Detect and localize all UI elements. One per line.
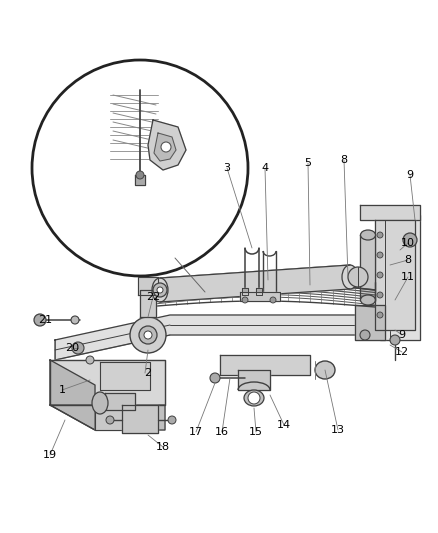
Ellipse shape [244, 390, 264, 406]
Text: 4: 4 [261, 163, 268, 173]
Polygon shape [140, 290, 156, 317]
Text: 8: 8 [404, 255, 412, 265]
Circle shape [270, 297, 276, 303]
Text: 12: 12 [395, 347, 409, 357]
Circle shape [106, 416, 114, 424]
Circle shape [377, 292, 383, 298]
Circle shape [72, 342, 84, 354]
Circle shape [136, 171, 144, 179]
Polygon shape [220, 355, 310, 375]
Polygon shape [135, 175, 145, 185]
Circle shape [34, 314, 46, 326]
Text: 9: 9 [406, 170, 413, 180]
Text: 1: 1 [59, 385, 66, 395]
Text: 21: 21 [38, 315, 52, 325]
Text: 15: 15 [249, 427, 263, 437]
Polygon shape [256, 288, 262, 295]
Polygon shape [50, 360, 165, 405]
Text: 17: 17 [189, 427, 203, 437]
Polygon shape [375, 220, 415, 330]
Polygon shape [105, 393, 135, 410]
Ellipse shape [360, 230, 375, 240]
Polygon shape [240, 292, 280, 301]
Ellipse shape [152, 278, 168, 302]
Circle shape [403, 233, 417, 247]
Polygon shape [55, 315, 380, 360]
Polygon shape [95, 408, 155, 430]
Text: 19: 19 [43, 450, 57, 460]
Circle shape [348, 267, 368, 287]
Circle shape [139, 326, 157, 344]
Text: 2: 2 [145, 368, 152, 378]
Circle shape [248, 392, 260, 404]
Circle shape [377, 272, 383, 278]
Circle shape [210, 373, 220, 383]
Ellipse shape [315, 361, 335, 379]
Circle shape [377, 232, 383, 238]
Text: 9: 9 [399, 330, 406, 340]
Text: 20: 20 [65, 343, 79, 353]
Text: 13: 13 [331, 425, 345, 435]
Text: 8: 8 [340, 155, 348, 165]
Ellipse shape [360, 295, 375, 305]
Circle shape [390, 335, 400, 345]
Circle shape [377, 252, 383, 258]
Polygon shape [154, 133, 176, 161]
Circle shape [130, 317, 166, 353]
Polygon shape [238, 370, 270, 390]
Polygon shape [355, 305, 385, 340]
Text: 22: 22 [146, 292, 160, 302]
Polygon shape [122, 405, 158, 433]
Ellipse shape [92, 392, 108, 414]
Polygon shape [100, 362, 150, 390]
Circle shape [168, 416, 176, 424]
Circle shape [86, 356, 94, 364]
Polygon shape [148, 120, 186, 170]
Polygon shape [50, 360, 95, 430]
Text: 5: 5 [304, 158, 311, 168]
Polygon shape [360, 235, 375, 300]
Polygon shape [360, 205, 420, 220]
Text: 14: 14 [277, 420, 291, 430]
Ellipse shape [342, 265, 358, 289]
Text: 11: 11 [401, 272, 415, 282]
Circle shape [157, 287, 163, 293]
Circle shape [153, 283, 167, 297]
Polygon shape [242, 288, 248, 295]
Polygon shape [50, 405, 165, 430]
Circle shape [32, 60, 248, 276]
Text: 18: 18 [156, 442, 170, 452]
Polygon shape [380, 215, 420, 340]
Text: 3: 3 [223, 163, 230, 173]
Polygon shape [160, 265, 350, 302]
Circle shape [242, 297, 248, 303]
Polygon shape [138, 277, 158, 295]
Text: 16: 16 [215, 427, 229, 437]
Circle shape [161, 142, 171, 152]
Circle shape [144, 331, 152, 339]
Text: 10: 10 [401, 238, 415, 248]
Circle shape [377, 312, 383, 318]
Circle shape [71, 316, 79, 324]
Circle shape [360, 330, 370, 340]
